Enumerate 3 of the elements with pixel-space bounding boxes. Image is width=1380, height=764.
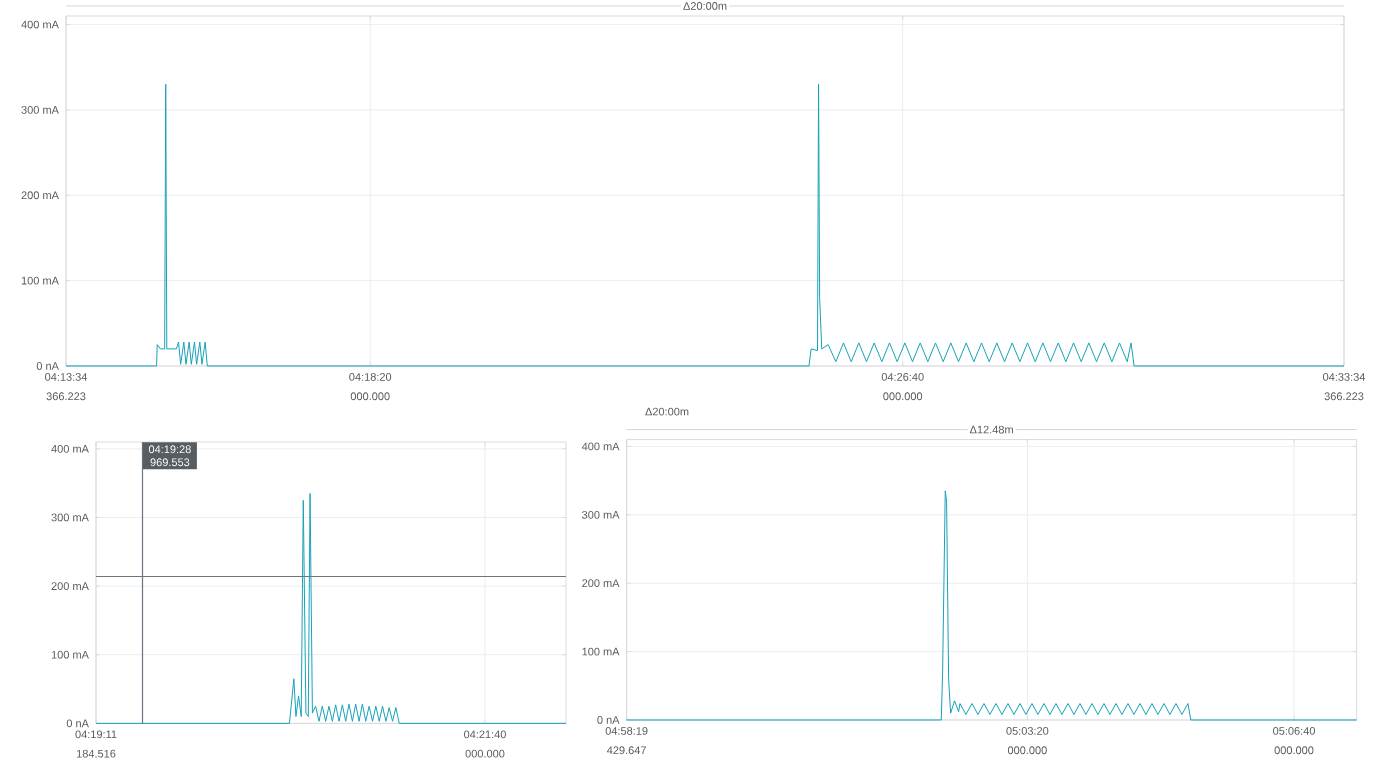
line-series xyxy=(95,492,567,724)
line-series xyxy=(626,490,1358,721)
line-series xyxy=(65,83,1345,367)
